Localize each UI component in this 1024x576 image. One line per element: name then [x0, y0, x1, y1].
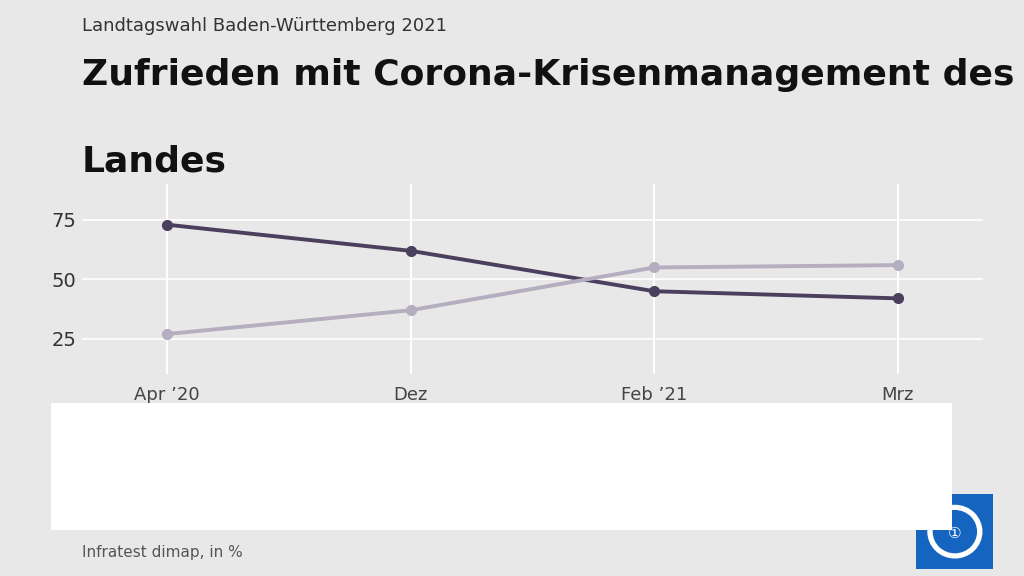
FancyBboxPatch shape	[914, 492, 995, 571]
Text: 55: 55	[617, 480, 656, 509]
Text: Infratest dimap, in %: Infratest dimap, in %	[82, 545, 243, 560]
Circle shape	[928, 506, 982, 558]
Text: unzufrieden: unzufrieden	[92, 486, 190, 503]
Text: zufrieden: zufrieden	[92, 430, 170, 448]
FancyBboxPatch shape	[55, 415, 78, 463]
Text: 37: 37	[437, 480, 476, 509]
Circle shape	[934, 511, 977, 552]
FancyBboxPatch shape	[55, 471, 78, 518]
Text: ①: ①	[948, 526, 962, 541]
Text: 56: 56	[788, 480, 827, 509]
Text: Landes: Landes	[82, 144, 227, 178]
Text: Landtagswahl Baden-Württemberg 2021: Landtagswahl Baden-Württemberg 2021	[82, 17, 446, 35]
Text: Zufrieden mit Corona-Krisenmanagement des: Zufrieden mit Corona-Krisenmanagement de…	[82, 58, 1015, 92]
Text: 62: 62	[437, 425, 476, 453]
Text: 42: 42	[788, 425, 827, 453]
Text: 73: 73	[257, 425, 296, 453]
Text: 45: 45	[617, 425, 656, 453]
Text: 27: 27	[257, 480, 296, 509]
